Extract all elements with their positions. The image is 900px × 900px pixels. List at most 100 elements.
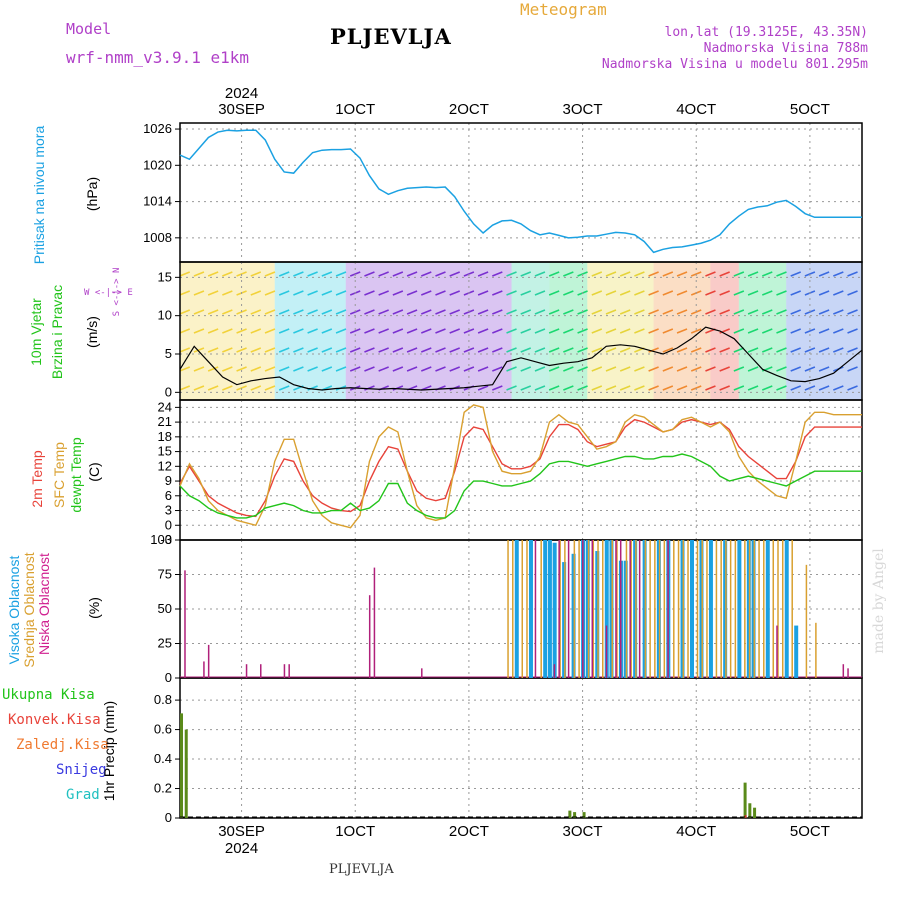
legend-hail: Grad (66, 787, 100, 803)
wind-arrow (449, 347, 460, 353)
wind-arrow (278, 366, 290, 372)
wind-arrow (420, 328, 432, 334)
wind-arrow (250, 385, 262, 391)
wind-arrow (207, 366, 219, 372)
wind-arrow (520, 328, 532, 334)
wind-arrow (435, 271, 446, 277)
low-cloud-bar (260, 664, 262, 678)
wind-arrow (534, 271, 546, 277)
wind-arrow (733, 366, 745, 372)
y-tick-label: 0.4 (154, 751, 172, 766)
conv-precip-bar (744, 815, 747, 818)
wind-arrow (804, 347, 816, 353)
wind-arrow (492, 309, 503, 315)
wind-arrow (833, 385, 844, 391)
wind-arrow (520, 290, 532, 296)
wind-arrow (662, 328, 674, 334)
low-cloud-bar (368, 595, 371, 678)
wind-arrow (250, 328, 262, 334)
wind-arrow (818, 347, 830, 353)
low-cloud-bar (591, 540, 594, 678)
low-cloud-bar (245, 664, 248, 678)
wind-arrow (420, 366, 432, 372)
mid-cloud-bar (630, 540, 632, 678)
mid-cloud-bar (706, 540, 708, 678)
product-title: Meteogram (520, 0, 607, 19)
low-cloud-bar (842, 664, 845, 678)
wind-arrow (321, 309, 333, 315)
wind-arrow (278, 385, 290, 391)
wind-arrow (193, 271, 205, 277)
mid-cloud-bar (687, 540, 689, 678)
wind-arrow (236, 328, 247, 334)
y-tick-label: 0.2 (154, 781, 172, 796)
wind-arrow (548, 347, 560, 353)
wind-arrow (577, 366, 588, 372)
low-cloud-bar (605, 625, 608, 678)
wind-arrow (307, 271, 318, 277)
wind-arrow (335, 271, 347, 277)
wind-arrow (477, 290, 489, 296)
low-cloud-bar (582, 540, 584, 678)
mid-cloud-bar (682, 540, 685, 678)
wind-arrow (648, 290, 659, 296)
wind-arrow (605, 328, 617, 334)
wind-arrow (591, 385, 603, 391)
model-altitude-label: Nadmorska Visina u modelu 801.295m (601, 57, 868, 72)
wind-arrow (406, 328, 418, 334)
mid-cloud-bar (772, 540, 775, 678)
wind-arrow (364, 271, 375, 277)
wind-arrow (804, 328, 816, 334)
wind-arrow (648, 328, 659, 334)
wind-arrow (733, 309, 745, 315)
wind-arrow (719, 290, 730, 296)
mid-cloud-bar (616, 540, 618, 678)
mid-cloud-bar (512, 540, 514, 678)
wind-arrow (250, 271, 262, 277)
wind-arrow (790, 385, 801, 391)
wind-arrow (662, 366, 674, 372)
wind-arrow (193, 366, 205, 372)
wind-arrow (719, 385, 730, 391)
wind-arrow (236, 366, 247, 372)
wind-arrow (634, 290, 645, 296)
wind-arrow (307, 347, 318, 353)
wind-arrow (193, 328, 205, 334)
wind-arrow (690, 328, 702, 334)
wind-arrow (293, 328, 304, 334)
wind-arrow (250, 309, 262, 315)
wind-arrow (492, 328, 503, 334)
mid-cloud-bar (763, 540, 765, 678)
y-tick-label: 12 (158, 458, 172, 473)
wind-arrow (435, 347, 446, 353)
wind-speed-line (179, 326, 863, 391)
wind-arrow (676, 309, 688, 315)
mid-cloud-bar (507, 540, 509, 678)
high-cloud-bar (543, 540, 548, 678)
mid-cloud-bar (753, 540, 756, 678)
wind-arrow (335, 366, 347, 372)
wind-arrow (179, 347, 191, 353)
mid-cloud-bar (673, 540, 675, 678)
low-cloud-bar (619, 540, 622, 678)
wind-arrow (662, 309, 674, 315)
wind-arrow (222, 309, 233, 315)
wind-field-band (738, 262, 787, 400)
wind-arrow (648, 309, 659, 315)
y-tick-label: -3 (160, 532, 172, 547)
wind-arrow (321, 290, 333, 296)
legend-snow: Snijeg (56, 762, 107, 778)
mid-cloud-bar (559, 540, 561, 678)
wind-arrow (420, 309, 432, 315)
bottom-date-label: 1OCT (335, 823, 375, 840)
wind-arrow (321, 328, 333, 334)
wind-arrow (548, 271, 560, 277)
model-name: wrf-nmm_v3.9.1 e1km (66, 48, 250, 67)
top-date-label: 5OCT (790, 101, 830, 118)
wind-arrow (207, 347, 219, 353)
wind-arrow (605, 385, 617, 391)
wind-arrow (293, 347, 304, 353)
bottom-year-label: 2024 (225, 840, 258, 857)
wind-arrow (506, 328, 517, 334)
